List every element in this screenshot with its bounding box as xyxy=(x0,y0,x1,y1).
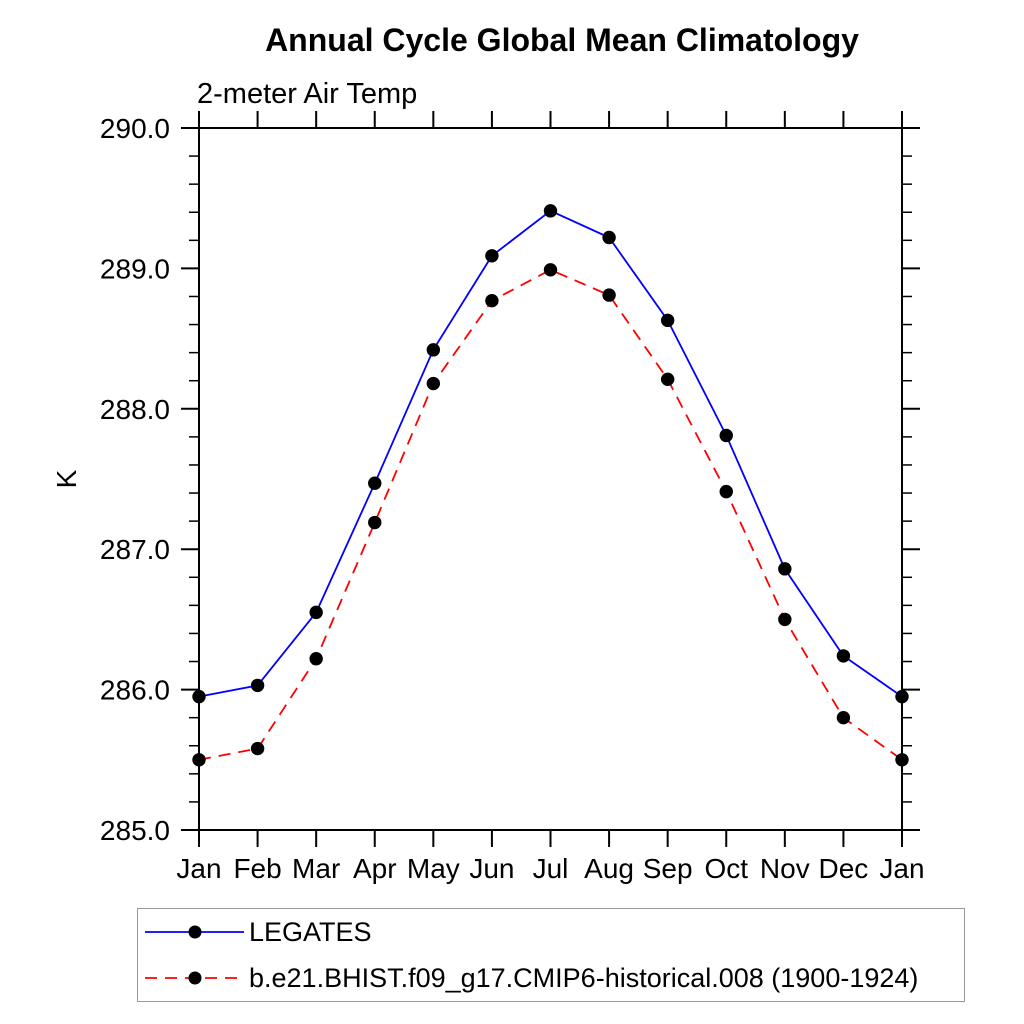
chart-title: Annual Cycle Global Mean Climatology xyxy=(265,22,859,58)
data-point-marker xyxy=(895,689,909,704)
y-tick-label: 288.0 xyxy=(100,394,170,425)
data-point-marker xyxy=(426,376,441,391)
x-tick-label: Apr xyxy=(353,853,397,884)
data-point-marker xyxy=(895,753,909,767)
data-point-marker xyxy=(778,612,792,627)
data-point-marker xyxy=(660,372,675,387)
data-point-marker xyxy=(836,710,851,725)
data-point-marker xyxy=(309,605,323,620)
x-tick-label: Jan xyxy=(879,853,924,884)
data-point-marker xyxy=(368,515,382,530)
legend-item-model: b.e21.BHIST.f09_g17.CMIP6-historical.008… xyxy=(143,958,964,999)
series-line-0 xyxy=(198,209,903,698)
chart-subtitle: 2-meter Air Temp xyxy=(197,78,418,110)
data-point-marker xyxy=(602,230,616,245)
data-point-marker xyxy=(250,741,265,756)
legend-line-sample-icon xyxy=(145,971,244,985)
x-tick-label: Oct xyxy=(704,853,748,884)
data-point-marker xyxy=(192,689,206,704)
data-point-marker xyxy=(660,313,675,328)
data-point-marker xyxy=(309,652,323,666)
x-tick-label: Nov xyxy=(760,853,810,884)
data-point-marker xyxy=(368,476,382,490)
data-point-marker xyxy=(602,288,616,302)
x-tick-label: Jan xyxy=(176,853,221,884)
data-point-marker xyxy=(485,249,499,263)
data-point-marker xyxy=(836,649,851,663)
data-point-marker xyxy=(485,293,499,308)
y-tick-label: 290.0 xyxy=(100,113,170,144)
legend-label: b.e21.BHIST.f09_g17.CMIP6-historical.008… xyxy=(249,962,919,993)
x-tick-label: Feb xyxy=(233,853,281,884)
y-tick-label: 289.0 xyxy=(100,253,170,284)
data-point-marker xyxy=(192,753,206,767)
data-point-marker xyxy=(426,343,441,357)
data-point-marker xyxy=(719,484,733,499)
legend-sample-marker xyxy=(188,925,202,939)
plot-frame xyxy=(198,127,903,831)
x-tick-label: Dec xyxy=(819,853,869,884)
legend-sample-marker xyxy=(188,971,202,985)
x-tick-label: Jun xyxy=(469,853,514,884)
series-line-1 xyxy=(198,268,903,761)
y-tick-label: 285.0 xyxy=(100,815,170,846)
legend-line-sample-icon xyxy=(145,925,244,939)
data-point-marker xyxy=(543,204,558,218)
data-point-marker xyxy=(543,263,558,277)
data-point-marker xyxy=(719,428,733,443)
x-tick-label: Mar xyxy=(292,853,340,884)
y-tick-label: 287.0 xyxy=(100,534,170,565)
legend: LEGATES b.e21.BHIST.f09_g17.CMIP6-histor… xyxy=(137,908,965,1002)
data-point-marker xyxy=(778,562,792,576)
x-tick-label: Aug xyxy=(584,853,634,884)
x-tick-label: May xyxy=(407,853,460,884)
x-tick-label: Jul xyxy=(533,853,569,884)
x-tick-label: Sep xyxy=(643,853,693,884)
legend-label: LEGATES xyxy=(249,916,372,947)
legend-item-legates: LEGATES xyxy=(143,912,964,953)
data-point-marker xyxy=(250,678,265,693)
y-tick-label: 286.0 xyxy=(100,675,170,706)
